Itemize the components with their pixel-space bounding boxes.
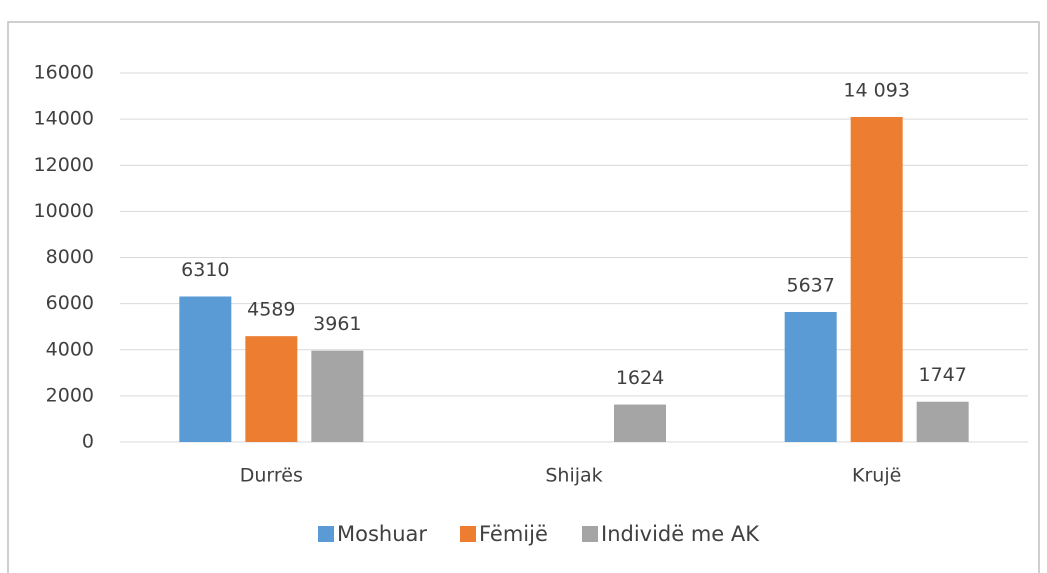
y-tick-label: 12000 [34, 154, 94, 176]
data-label: 4589 [247, 299, 295, 321]
legend-label: Individë me AK [601, 522, 760, 546]
bar [850, 116, 903, 442]
data-label: 5637 [786, 274, 834, 296]
legend-label: Fëmijë [479, 522, 548, 546]
y-tick-label: 16000 [34, 62, 94, 84]
x-tick-label: Krujë [852, 465, 901, 487]
bar [245, 336, 298, 442]
bar [179, 296, 232, 442]
y-tick-label: 4000 [46, 338, 94, 360]
bar [916, 401, 969, 442]
data-label: 1747 [918, 364, 966, 386]
y-tick-label: 2000 [46, 384, 94, 406]
legend-swatch [318, 526, 334, 542]
legend-label: Moshuar [337, 522, 427, 546]
bar [784, 311, 837, 442]
data-label: 6310 [181, 259, 229, 281]
y-tick-label: 10000 [34, 200, 94, 222]
y-tick-label: 6000 [46, 292, 94, 314]
bar [614, 404, 666, 442]
legend-swatch [582, 526, 598, 542]
bar [311, 350, 364, 442]
x-tick-label: Shijak [545, 465, 602, 487]
y-tick-label: 8000 [46, 246, 94, 268]
legend-swatch [460, 526, 476, 542]
data-label: 1624 [616, 367, 664, 389]
y-tick-label: 0 [82, 431, 94, 453]
x-tick-label: Durrës [240, 465, 303, 487]
data-label: 14 093 [843, 79, 909, 101]
y-tick-label: 14000 [34, 108, 94, 130]
data-label: 3961 [313, 313, 361, 335]
